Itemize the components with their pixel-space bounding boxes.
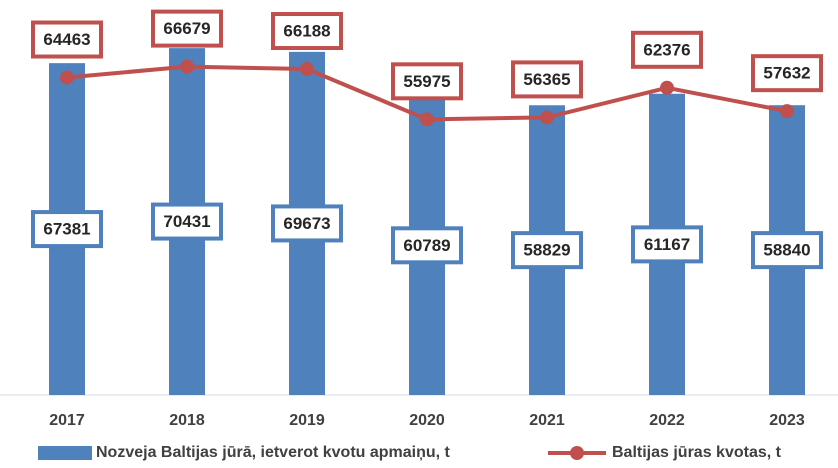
data-label-box xyxy=(391,62,463,101)
line-point xyxy=(660,80,674,95)
x-tick-label: 2019 xyxy=(289,412,325,429)
data-label: 64463 xyxy=(43,30,90,49)
legend-swatch xyxy=(38,446,92,460)
data-label-box xyxy=(151,202,223,241)
x-tick-label: 2018 xyxy=(169,412,205,429)
data-label: 67381 xyxy=(43,220,90,239)
line-point xyxy=(60,70,74,85)
line-point xyxy=(300,62,314,77)
legend-swatch xyxy=(570,446,584,460)
line-point xyxy=(180,59,194,74)
data-label-box xyxy=(511,60,583,99)
legend: Nozveja Baltijas jūrā, ietverot kvotu ap… xyxy=(38,444,782,461)
x-tick-label: 2022 xyxy=(649,412,685,429)
line-point xyxy=(420,112,434,127)
data-label: 55975 xyxy=(403,72,450,91)
legend-label: Baltijas jūras kvotas, t xyxy=(612,444,782,461)
data-label: 58829 xyxy=(523,241,570,260)
data-label: 61167 xyxy=(644,235,690,254)
data-label-box xyxy=(271,12,343,51)
x-tick-label: 2017 xyxy=(49,412,85,429)
data-label-box xyxy=(391,226,463,265)
data-label: 58840 xyxy=(763,241,810,260)
data-label-box xyxy=(631,30,703,69)
data-label: 62376 xyxy=(643,40,690,59)
data-label: 69673 xyxy=(283,214,330,233)
line-point xyxy=(540,110,554,125)
data-label-box xyxy=(151,9,223,48)
data-label-box xyxy=(511,231,583,270)
data-label-box xyxy=(631,225,703,264)
data-label-box xyxy=(31,210,103,249)
data-label: 60789 xyxy=(403,236,450,255)
data-label: 56365 xyxy=(523,70,570,89)
data-label-box xyxy=(271,204,343,243)
x-tick-label: 2020 xyxy=(409,412,445,429)
data-label: 57632 xyxy=(763,64,810,83)
x-tick-label: 2021 xyxy=(529,412,565,429)
line-point xyxy=(780,104,794,119)
data-label-box xyxy=(31,20,103,59)
legend-label: Nozveja Baltijas jūrā, ietverot kvotu ap… xyxy=(96,444,451,461)
data-label-box xyxy=(751,54,823,93)
data-label: 66679 xyxy=(163,19,210,38)
data-label: 70431 xyxy=(163,212,210,231)
x-tick-label: 2023 xyxy=(769,412,805,429)
data-label-box xyxy=(751,231,823,270)
data-label: 66188 xyxy=(283,22,330,41)
